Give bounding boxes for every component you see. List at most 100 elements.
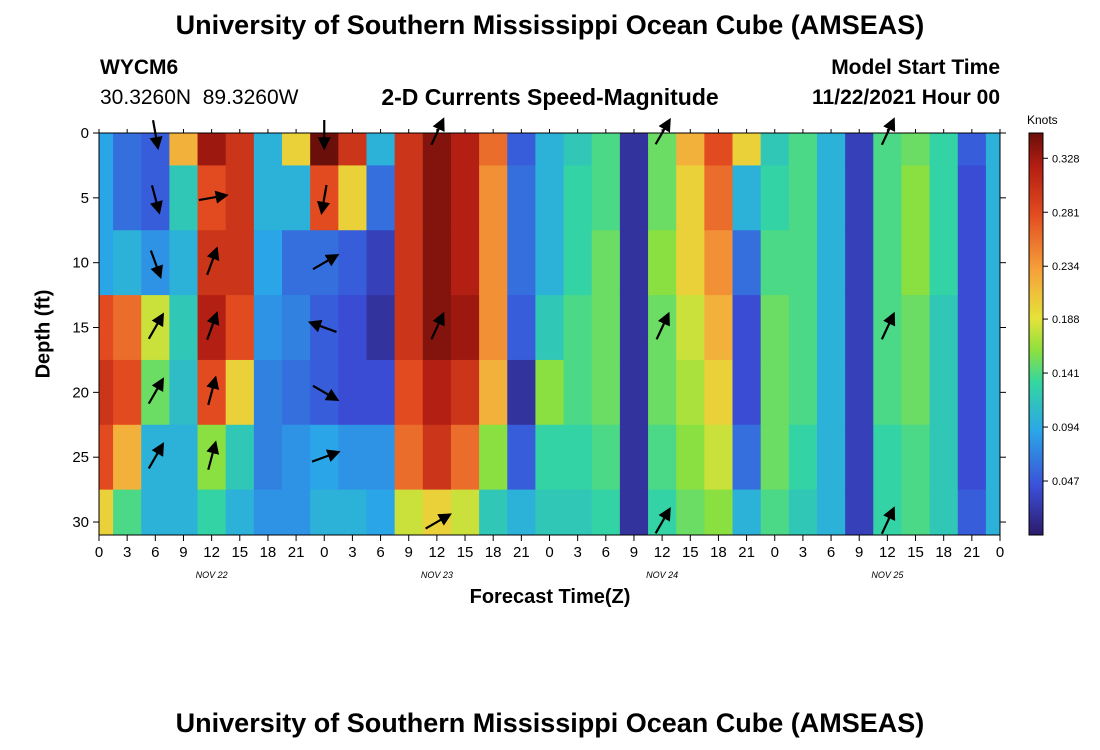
heatmap-cell: [507, 424, 536, 491]
heatmap-cell: [450, 489, 480, 536]
heatmap-cell: [760, 359, 790, 426]
heatmap-cell: [366, 230, 396, 296]
heatmap-cell: [563, 424, 593, 491]
heatmap-cell: [901, 165, 931, 231]
heatmap-cell: [676, 165, 705, 231]
x-axis-ticks: 0 3 6 9 12 15 18 21 0 3 6 9 12 15 18 21 0 3 6 9 12 15 18 21 0 3 6 9…: [95, 129, 1004, 561]
heatmap-cell: [788, 489, 818, 536]
day-label: NOV 23: [421, 570, 453, 580]
x-tick-label: 3: [348, 544, 356, 561]
heatmap-cell: [676, 133, 705, 166]
day-label: NOV 22: [196, 570, 228, 580]
current-vector: [311, 449, 341, 463]
heatmap-cell: [225, 165, 255, 231]
heatmap-cell: [760, 424, 790, 491]
heatmap-cell: [732, 424, 762, 491]
y-tick-label: 30: [72, 514, 89, 531]
x-axis-label: Forecast Time(Z): [469, 586, 631, 608]
current-vector: [317, 184, 331, 215]
current-vector: [312, 384, 340, 402]
heatmap-cell: [282, 133, 311, 166]
heatmap-cell: [901, 359, 931, 426]
heatmap-cell: [535, 295, 565, 361]
heatmap-cell: [141, 489, 170, 536]
heatmap-cell: [99, 489, 114, 536]
heatmap-cell: [901, 230, 931, 296]
heatmap-cell: [985, 230, 1001, 296]
heatmap-cell: [816, 359, 846, 426]
heatmap-cell: [845, 424, 874, 491]
heatmap-cell: [366, 165, 396, 231]
heatmap-cell: [619, 230, 649, 296]
heatmap-cell: [591, 489, 621, 536]
heatmap-cell: [788, 230, 818, 296]
current-vector: [198, 190, 229, 204]
heatmap-cell: [591, 424, 621, 491]
current-vector: [430, 311, 445, 340]
colorbar-tick-label: 0.281: [1052, 207, 1080, 219]
x-tick-label: 3: [573, 544, 581, 561]
heatmap-cell: [929, 489, 959, 536]
heatmap-cell: [479, 230, 508, 296]
heatmap-cell: [366, 133, 396, 166]
heatmap-cell: [732, 165, 762, 231]
heatmap-cell: [901, 295, 931, 361]
heatmap-cell: [563, 295, 593, 361]
heatmap-cell: [310, 489, 339, 536]
heatmap-cell: [225, 295, 255, 361]
heatmap-cell: [816, 133, 846, 166]
heatmap-cell: [282, 165, 311, 231]
heatmap-cell: [253, 424, 283, 491]
heatmap-cell: [535, 165, 565, 231]
heatmap-cell: [113, 230, 142, 296]
colorbar-tick-label: 0.328: [1052, 153, 1080, 165]
x-tick-label: 6: [827, 544, 835, 561]
colorbar-tick-label: 0.047: [1052, 476, 1080, 488]
heatmap-cell: [591, 359, 621, 426]
station-id: WYCM6: [100, 56, 179, 79]
heatmap-cell: [394, 295, 424, 361]
repeat-title: University of Southern Mississippi Ocean…: [175, 708, 925, 738]
current-vector: [307, 319, 337, 333]
heatmap-cell: [282, 295, 311, 361]
heatmap-cell: [788, 165, 818, 231]
heatmap-cell: [479, 489, 508, 536]
heatmap-cell: [394, 230, 424, 296]
heatmap-cell: [338, 359, 367, 426]
heatmap-cell: [985, 165, 1001, 231]
current-vector: [147, 377, 165, 405]
colorbar-tick-label: 0.188: [1052, 314, 1080, 326]
heatmap-cell: [957, 424, 987, 491]
x-tick-label: 15: [457, 544, 474, 561]
x-tick-label: 3: [799, 544, 807, 561]
heatmap-cell: [507, 359, 536, 426]
current-vector: [206, 440, 220, 471]
heatmap-cell: [873, 359, 902, 426]
heatmap-cell: [845, 489, 874, 536]
current-vector: [654, 506, 671, 534]
heatmap-cell: [394, 133, 424, 166]
heatmap-cell: [338, 230, 367, 296]
heatmap-cell: [197, 133, 227, 166]
y-tick-label: 25: [72, 449, 89, 466]
day-label: NOV 25: [871, 570, 904, 580]
x-tick-label: 18: [710, 544, 727, 561]
heatmap-cell: [338, 165, 367, 231]
heatmap-cell: [450, 424, 480, 491]
heatmap-cell: [169, 133, 199, 166]
heatmap-cell: [479, 424, 508, 491]
heatmap-cell: [563, 133, 593, 166]
colorbar-tick-label: 0.234: [1052, 261, 1080, 273]
heatmap-cell: [422, 359, 452, 426]
colorbar-tick-label: 0.141: [1052, 368, 1080, 380]
y-tick-label: 0: [81, 125, 89, 142]
x-tick-label: 0: [771, 544, 779, 561]
x-tick-label: 15: [907, 544, 924, 561]
heatmap-cell: [394, 424, 424, 491]
heatmap-cell: [225, 424, 255, 491]
heatmap: [99, 133, 1001, 536]
heatmap-cell: [169, 230, 199, 296]
heatmap-cell: [619, 133, 649, 166]
heatmap-cell: [788, 359, 818, 426]
